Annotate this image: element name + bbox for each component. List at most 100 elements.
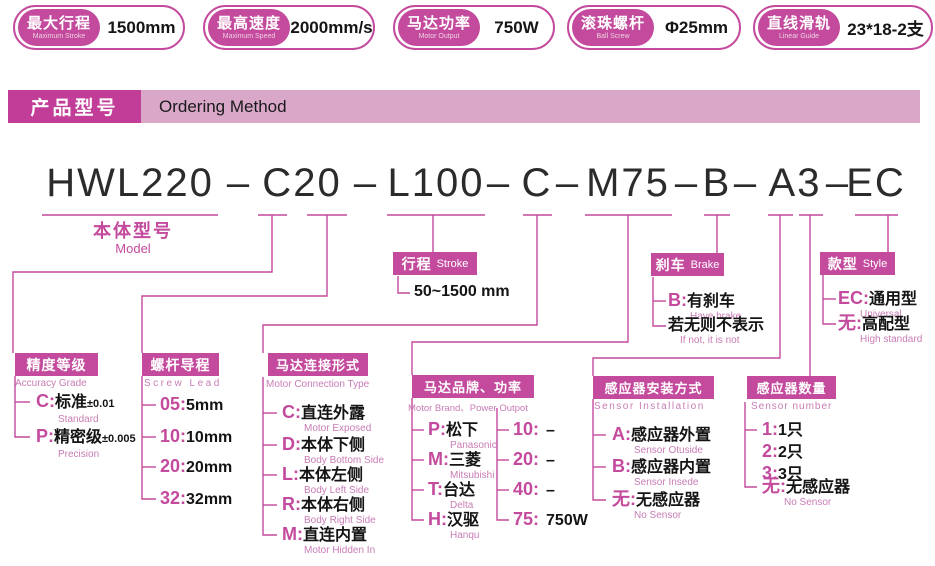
sensor-installation-option-b: B:感应器内置 Sensor Insede [612,457,711,489]
screw-lead-title-zh: 螺杆导程 [150,356,211,373]
spec-badge-max-speed-pill: 最高速度 Maximum Speed [208,9,291,46]
model-segment-motor-connection: C [521,161,553,205]
option-zh: 通用型 [869,291,918,308]
stroke-title-en: Stroke [436,257,469,270]
option-zh: 松下 [446,422,479,439]
option-code: M: [282,524,303,544]
option-code: EC: [838,288,869,308]
accuracy-title-zh: 精度等级 [26,356,87,373]
motor-power-option-40: 40: – [513,480,555,500]
screw-lead-title-box: 螺杆导程 [142,353,219,376]
spec-badge-max-speed: 最高速度 Maximum Speed 2000mm/s [203,5,375,50]
option-code: C: [36,391,55,411]
motor-brand-option-t: T:台达 Delta [428,480,475,512]
motor-connection-option-l: L:本体左侧 Body Left Side [282,465,369,497]
option-code: H: [428,509,447,529]
option-tolerance: ±0.01 [87,398,115,410]
option-en: Sensor Otuside [634,445,703,456]
sensor-number-title-en: Sensor number [751,401,833,412]
option-zh: 1只 [778,422,803,439]
option-zh: 高配型 [862,316,911,333]
screw-lead-option-32: 32:32mm [160,489,232,509]
option-code: R: [282,494,301,514]
option-code: 1: [762,419,779,439]
option-zh: 若无则不表示 [668,317,765,334]
motor-brand-option-p: P:松下 Panasonic [428,420,497,452]
option-en: No Sensor [634,510,682,521]
screw-lead-title-en: Screw Lead [144,378,222,389]
option-code: 32: [160,488,187,508]
sensor-installation-option-none: 无:无感应器 No Sensor [612,490,700,522]
screw-lead-option-20: 20:20mm [160,457,232,477]
spec-badge-ball-screw-pill: 滚珠螺杆 Ball Screw [572,9,655,46]
option-en: Body Right Side [304,515,376,526]
option-code: 20: [513,449,540,469]
brake-title-zh: 刹车 [655,256,686,273]
option-en: Mitsubishi [450,470,495,481]
option-code: 75: [513,509,540,529]
model-separator: – [674,161,700,205]
sensor-number-option-3: 3:3只 [762,464,803,484]
accuracy-title-en: Accuracy Grade [15,378,87,389]
option-value: – [546,422,555,439]
option-code: 无: [762,476,786,496]
option-code: 05: [160,394,187,414]
option-code: 3: [762,463,779,483]
option-en: Hanqu [450,530,480,541]
spec-badge-max-stroke: 最大行程 Maximum Stroke 1500mm [13,5,185,50]
option-en: Panasonic [450,440,497,451]
option-zh: 本体左侧 [299,467,364,484]
model-segment-sensor: A3 [768,161,822,205]
option-code: A: [612,424,631,444]
option-code: C: [282,402,301,422]
option-zh: 标准 [55,394,88,411]
option-zh: 台达 [443,482,476,499]
spec-badge-en: Maximum Speed [222,32,276,40]
spec-badge-linear-guide-pill: 直线滑轨 Linear Guide [758,9,841,46]
option-code: B: [668,290,687,310]
screw-lead-option-10: 10:10mm [160,427,232,447]
spec-badge-zh: 直线滑轨 [767,14,832,32]
style-title-en: Style [862,257,888,270]
option-en: High standard [860,334,923,345]
motor-power-option-75: 75: 750W [513,510,588,530]
option-tolerance: ±0.005 [102,433,136,445]
option-en: Motor Exposed [304,423,372,434]
model-separator: – [555,161,581,205]
sensor-number-title-box: 感应器数量 [747,376,836,399]
option-code: 无: [838,313,862,333]
section-header-band: 产品型号 Ordering Method [8,90,920,123]
option-code: 10: [160,426,187,446]
style-title-box: 款型 Style [820,252,895,275]
model-separator: – [733,161,759,205]
spec-badge-motor-output: 马达功率 Motor Output 750W [393,5,555,50]
model-segment-brake: B [702,161,732,205]
stroke-title-zh: 行程 [401,255,432,272]
style-option-none: 无:高配型 High standard [838,314,922,346]
accuracy-option-c: C:标准±0.01 Standard [36,392,114,426]
spec-badge-en: Ball Screw [596,32,630,40]
brake-option-none: 若无则不表示 If not, it is not [668,316,764,347]
motor-connection-option-d: D:本体下侧 Body Bottom Side [282,435,384,467]
motor-brand-title-box: 马达品牌、功率 [412,375,534,398]
option-zh: 有刹车 [687,293,736,310]
option-zh: 32mm [186,491,233,508]
spec-badge-zh: 滚珠螺杆 [581,14,646,32]
option-zh: 直连内置 [303,527,368,544]
stroke-title-box: 行程 Stroke [393,252,477,275]
spec-badge-linear-guide: 直线滑轨 Linear Guide 23*18-2支 [753,5,933,50]
option-en: Delta [450,500,474,511]
spec-badge-max-stroke-pill: 最大行程 Maximum Stroke [18,9,101,46]
motor-connection-title-box: 马达连接形式 [268,353,368,376]
option-code: 40: [513,479,540,499]
model-label: 本体型号 Model [73,221,193,256]
option-en: Body Bottom Side [304,455,385,466]
sensor-installation-title-en: Sensor Installation [594,401,705,412]
option-en: No Sensor [784,497,832,508]
option-zh: 汉驱 [447,512,480,529]
option-zh: 本体下侧 [301,437,366,454]
option-zh: 5mm [186,397,224,414]
option-zh: 三菱 [449,452,482,469]
option-code: M: [428,449,449,469]
